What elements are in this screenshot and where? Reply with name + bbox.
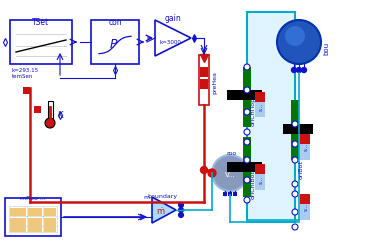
Bar <box>10 224 26 232</box>
Bar <box>255 168 265 190</box>
Circle shape <box>244 139 250 145</box>
Circle shape <box>285 26 305 46</box>
Text: bou: bou <box>323 42 329 54</box>
Text: K: K <box>57 110 62 120</box>
Circle shape <box>178 202 184 207</box>
Bar <box>300 198 310 220</box>
Polygon shape <box>152 197 176 223</box>
Circle shape <box>244 87 250 93</box>
Bar <box>283 124 313 134</box>
Text: oriChiTop: oriChiTop <box>251 97 256 126</box>
Bar <box>243 67 251 127</box>
Polygon shape <box>155 20 191 56</box>
Circle shape <box>302 68 306 72</box>
Circle shape <box>178 208 184 212</box>
Bar <box>28 208 42 216</box>
Text: oriBot: oriBot <box>299 160 304 179</box>
Bar <box>291 100 299 160</box>
Bar <box>48 101 53 123</box>
Text: s...: s... <box>304 143 309 151</box>
Text: oriChiBot: oriChiBot <box>251 170 256 199</box>
Bar <box>28 224 42 232</box>
Bar <box>44 224 56 232</box>
Bar <box>23 87 30 94</box>
Circle shape <box>244 129 250 135</box>
Text: TSet: TSet <box>32 18 50 27</box>
Circle shape <box>244 157 250 163</box>
Circle shape <box>291 68 297 72</box>
Circle shape <box>45 118 55 128</box>
Bar <box>10 218 26 226</box>
Text: roo: roo <box>226 151 236 156</box>
Circle shape <box>292 209 298 215</box>
Text: k=293.15: k=293.15 <box>12 68 39 73</box>
Circle shape <box>200 166 207 173</box>
Bar <box>91 20 139 64</box>
Bar <box>243 137 251 197</box>
Text: mRoo ...: mRoo ... <box>20 196 46 201</box>
Bar <box>247 12 295 222</box>
Bar <box>227 162 262 172</box>
Text: con: con <box>108 18 122 27</box>
Text: boundary: boundary <box>147 194 177 199</box>
Circle shape <box>244 109 250 115</box>
Bar <box>10 208 26 216</box>
Text: P: P <box>109 38 117 51</box>
Bar <box>300 194 310 204</box>
Bar <box>34 106 41 113</box>
Circle shape <box>244 177 250 183</box>
Circle shape <box>292 181 298 187</box>
Bar <box>255 95 265 117</box>
Bar <box>200 67 208 77</box>
Bar <box>5 198 61 236</box>
Circle shape <box>292 141 298 147</box>
Text: k=3000: k=3000 <box>160 40 182 44</box>
Bar <box>199 55 209 105</box>
Bar <box>255 92 265 102</box>
Bar <box>10 20 72 64</box>
Text: ṁ: ṁ <box>156 206 164 216</box>
Text: m: m <box>144 195 150 200</box>
Bar <box>223 192 227 196</box>
Bar <box>200 79 208 89</box>
Circle shape <box>292 157 298 163</box>
Circle shape <box>277 20 321 64</box>
Circle shape <box>292 224 298 230</box>
Circle shape <box>244 64 250 70</box>
Text: gain: gain <box>165 14 182 23</box>
Text: s...: s... <box>259 103 264 111</box>
Circle shape <box>212 155 248 191</box>
Circle shape <box>178 212 184 218</box>
Circle shape <box>208 169 216 177</box>
Bar <box>44 218 56 226</box>
Bar <box>28 218 42 226</box>
Text: s...: s... <box>304 203 309 211</box>
Text: s...: s... <box>259 176 264 184</box>
Circle shape <box>292 121 298 127</box>
Bar <box>44 208 56 216</box>
Text: preHea: preHea <box>212 72 217 94</box>
Text: temSen: temSen <box>12 74 33 79</box>
Bar <box>300 138 310 160</box>
Text: V...: V... <box>225 172 235 178</box>
Bar <box>233 192 237 196</box>
Bar <box>228 192 232 196</box>
Bar <box>255 164 265 174</box>
Circle shape <box>292 191 298 197</box>
Circle shape <box>297 68 302 72</box>
Bar <box>300 134 310 144</box>
Bar <box>227 90 262 100</box>
Circle shape <box>244 197 250 203</box>
